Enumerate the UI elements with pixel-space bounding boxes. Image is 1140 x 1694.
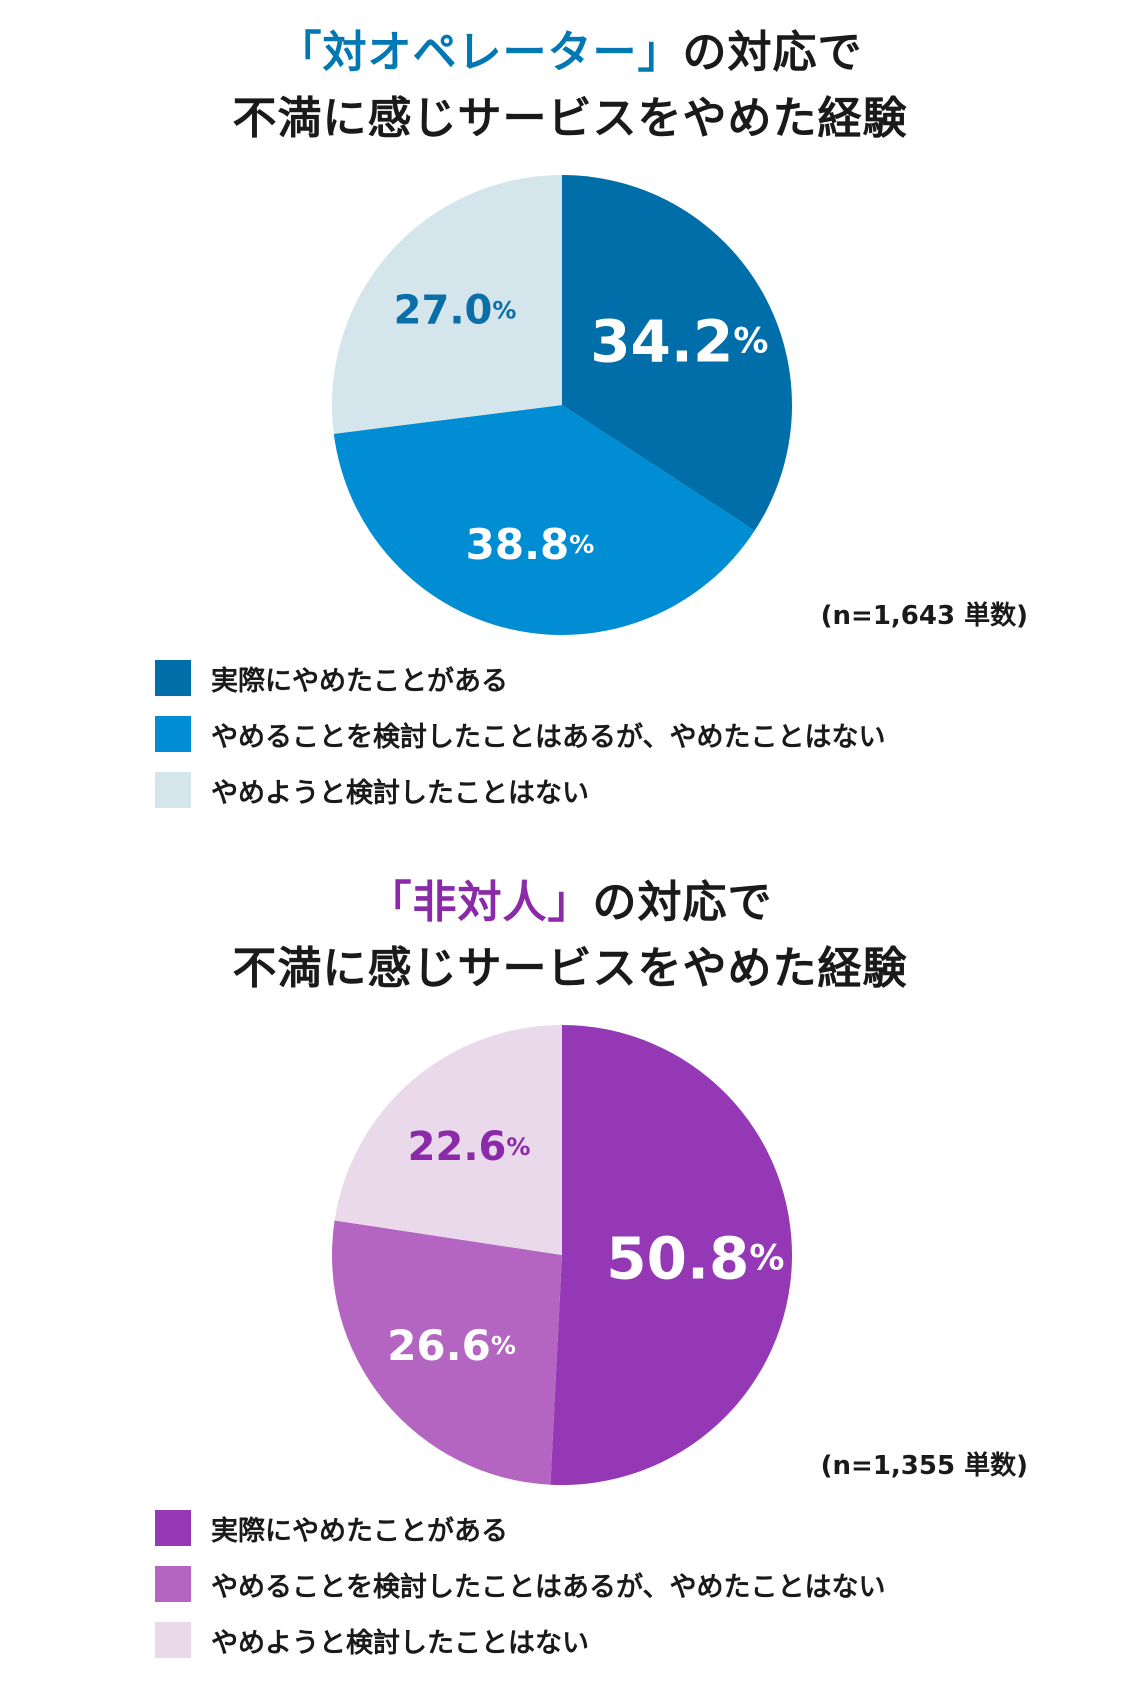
chart-title-rest: の対応で <box>592 877 773 928</box>
legend-swatch <box>155 716 191 752</box>
legend-label: やめようと検討したことはない <box>211 777 589 809</box>
legend-swatch <box>155 1566 191 1602</box>
legend-label: やめようと検討したことはない <box>211 1627 589 1659</box>
chart-title-line1: 「非対人」の対応で <box>0 870 1140 936</box>
legend-label: 実際にやめたことがある <box>211 665 508 697</box>
sample-size-note: (n=1,643 単数) <box>820 601 1028 631</box>
legend-item: やめようと検討したことはない <box>155 1622 1055 1659</box>
legend-swatch <box>155 660 191 696</box>
legend-item: 実際にやめたことがある <box>155 1510 1055 1547</box>
legend-label: 実際にやめたことがある <box>211 1515 508 1547</box>
chart-non-face-to-face: 「非対人」の対応で 不満に感じサービスをやめた経験 50.8% 26.6% 22.6… <box>0 850 1140 1694</box>
slice-value-label: 26.6% <box>387 1321 516 1370</box>
legend-item: やめることを検討したことはあるが、やめたことはない <box>155 716 1055 753</box>
pie-chart: 50.8% 26.6% 22.6% <box>332 1025 793 1485</box>
slice-value-label: 27.0% <box>394 288 517 334</box>
legend-swatch <box>155 1510 191 1546</box>
pie-slice <box>333 405 755 635</box>
chart-title-line2: 不満に感じサービスをやめた経験 <box>232 93 908 144</box>
legend-item: やめようと検討したことはない <box>155 772 1055 809</box>
chart-operator: 「対オペレーター」の対応で 不満に感じサービスをやめた経験 34.2% 38.8%… <box>0 0 1140 844</box>
slice-value-label: 22.6% <box>408 1124 531 1170</box>
pie-slice <box>332 175 562 434</box>
chart-title-quote: 「対オペレーター」 <box>277 27 683 78</box>
legend-label: やめることを検討したことはあるが、やめたことはない <box>211 1571 886 1603</box>
legend-swatch <box>155 772 191 808</box>
pie-slice <box>332 1220 562 1485</box>
chart-title-line2: 不満に感じサービスをやめた経験 <box>232 943 908 994</box>
slice-value-label: 50.8% <box>606 1224 784 1292</box>
legend: 実際にやめたことがある やめることを検討したことはあるが、やめたことはない やめ… <box>155 660 1055 828</box>
legend-item: 実際にやめたことがある <box>155 660 1055 697</box>
chart-title-line1: 「対オペレーター」の対応で <box>0 20 1140 86</box>
sample-size-note: (n=1,355 単数) <box>820 1451 1028 1481</box>
slice-value-label: 34.2% <box>590 307 768 375</box>
chart-title-quote: 「非対人」 <box>367 877 593 928</box>
chart-title-rest: の対応で <box>682 27 863 78</box>
legend: 実際にやめたことがある やめることを検討したことはあるが、やめたことはない やめ… <box>155 1510 1055 1678</box>
legend-swatch <box>155 1622 191 1658</box>
pie-chart: 34.2% 38.8% 27.0% <box>332 175 793 635</box>
slice-value-label: 38.8% <box>466 519 595 568</box>
pie-slice <box>550 1025 793 1485</box>
legend-label: やめることを検討したことはあるが、やめたことはない <box>211 721 886 753</box>
pie-slice <box>334 1025 562 1255</box>
pie-slice <box>562 175 793 531</box>
legend-item: やめることを検討したことはあるが、やめたことはない <box>155 1566 1055 1603</box>
